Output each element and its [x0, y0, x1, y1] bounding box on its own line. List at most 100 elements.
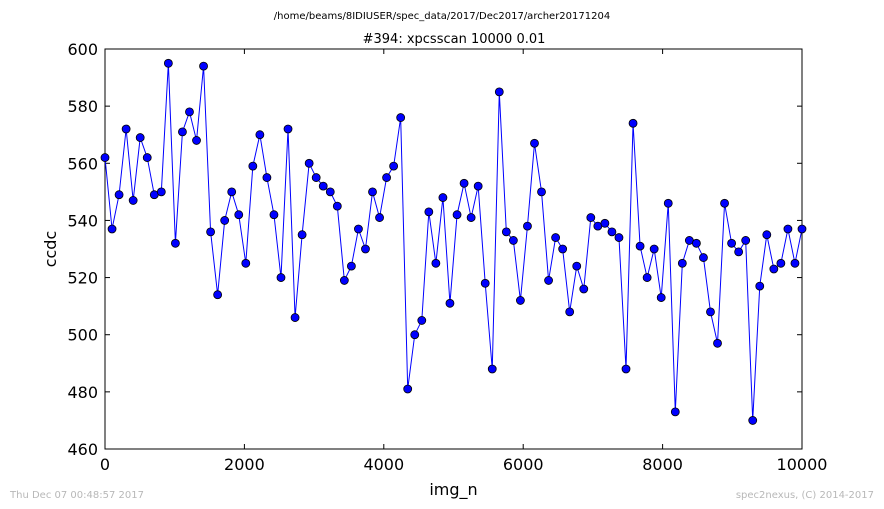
data-point — [185, 107, 194, 117]
data-point — [459, 178, 469, 188]
data-point — [234, 210, 244, 220]
data-point — [537, 187, 546, 197]
y-tick-label: 580 — [67, 97, 98, 116]
data-point — [382, 173, 391, 182]
data-point — [269, 210, 279, 220]
data-point — [600, 218, 610, 228]
plot-area — [104, 48, 803, 450]
data-point — [713, 338, 722, 348]
y-tick-label: 480 — [67, 383, 98, 402]
data-point — [346, 261, 356, 271]
data-point — [621, 364, 631, 374]
data-point — [114, 190, 124, 200]
data-point — [368, 187, 377, 197]
data-point — [494, 87, 504, 97]
y-tick-label: 520 — [67, 269, 98, 288]
data-point — [142, 153, 152, 162]
data-point — [410, 330, 420, 340]
data-point — [290, 313, 300, 322]
data-point — [389, 161, 399, 171]
data-point — [107, 224, 117, 234]
data-point — [565, 307, 575, 317]
data-point — [692, 238, 701, 248]
data-point — [741, 236, 751, 245]
data-point — [213, 290, 223, 300]
data-point — [551, 233, 561, 242]
data-point — [607, 227, 617, 237]
data-point — [452, 210, 462, 220]
data-point — [614, 233, 624, 242]
data-point — [403, 384, 413, 394]
chart-title: #394: xpcsscan 10000 0.01 — [363, 32, 546, 47]
timestamp-footer: Thu Dec 07 00:48:57 2017 — [10, 490, 144, 501]
data-point — [220, 216, 230, 225]
x-tick-label: 0 — [100, 455, 110, 474]
data-point — [304, 158, 314, 168]
data-point — [311, 173, 321, 182]
data-point — [178, 127, 187, 137]
data-point — [431, 258, 441, 268]
data-point — [530, 138, 539, 148]
data-point — [332, 201, 342, 211]
y-tick-label: 560 — [67, 154, 98, 173]
data-point — [755, 281, 765, 291]
data-point — [783, 224, 793, 234]
x-tick-label: 6000 — [503, 455, 544, 474]
data-point — [649, 244, 659, 254]
y-tick-label: 500 — [67, 326, 98, 345]
data-point — [206, 227, 216, 237]
data-point — [283, 124, 293, 134]
data-point — [466, 213, 476, 222]
data-point — [523, 221, 532, 231]
data-point — [642, 273, 652, 282]
data-point — [635, 241, 645, 251]
data-point — [558, 244, 568, 254]
data-point — [748, 416, 758, 425]
data-point — [516, 296, 525, 305]
data-point — [699, 253, 708, 262]
data-point — [192, 136, 201, 145]
data-point — [797, 224, 807, 234]
data-point — [544, 276, 553, 285]
data-point — [663, 198, 673, 208]
data-point — [677, 258, 687, 268]
data-point — [227, 187, 237, 197]
data-point — [487, 364, 497, 374]
data-point — [776, 258, 786, 268]
data-point — [572, 261, 582, 271]
data-point — [473, 181, 483, 191]
data-point — [790, 258, 800, 268]
data-point — [318, 181, 328, 191]
x-tick-label: 4000 — [363, 455, 404, 474]
y-axis-label: ccdc — [41, 231, 60, 268]
data-point — [262, 173, 272, 182]
data-point — [480, 278, 490, 288]
data-point — [720, 198, 729, 208]
data-point — [445, 298, 455, 308]
data-point — [248, 161, 258, 171]
data-point — [501, 227, 511, 237]
data-point — [199, 61, 208, 71]
data-point — [276, 273, 286, 282]
data-point — [670, 407, 680, 417]
data-point — [508, 236, 518, 245]
data-point — [396, 113, 406, 122]
data-point — [734, 247, 744, 257]
x-tick-label: 10000 — [777, 455, 828, 474]
axis-ticks: 0 2000 4000 6000 8000 10000 460 480 500 520 540 560… — [67, 40, 827, 474]
data-series — [100, 58, 807, 425]
chart-suptitle: /home/beams/8IDIUSER/spec_data/2017/Dec2… — [274, 11, 610, 22]
series-line — [104, 63, 803, 421]
x-axis-label: img_n — [429, 480, 477, 500]
data-point — [354, 224, 363, 234]
data-point — [100, 153, 110, 162]
data-point — [170, 238, 180, 248]
data-point — [438, 193, 448, 202]
data-point — [628, 118, 638, 128]
data-point — [255, 130, 265, 140]
data-point — [727, 238, 736, 248]
data-point — [375, 213, 384, 222]
x-tick-label: 2000 — [224, 455, 265, 474]
y-tick-label: 460 — [67, 440, 98, 459]
